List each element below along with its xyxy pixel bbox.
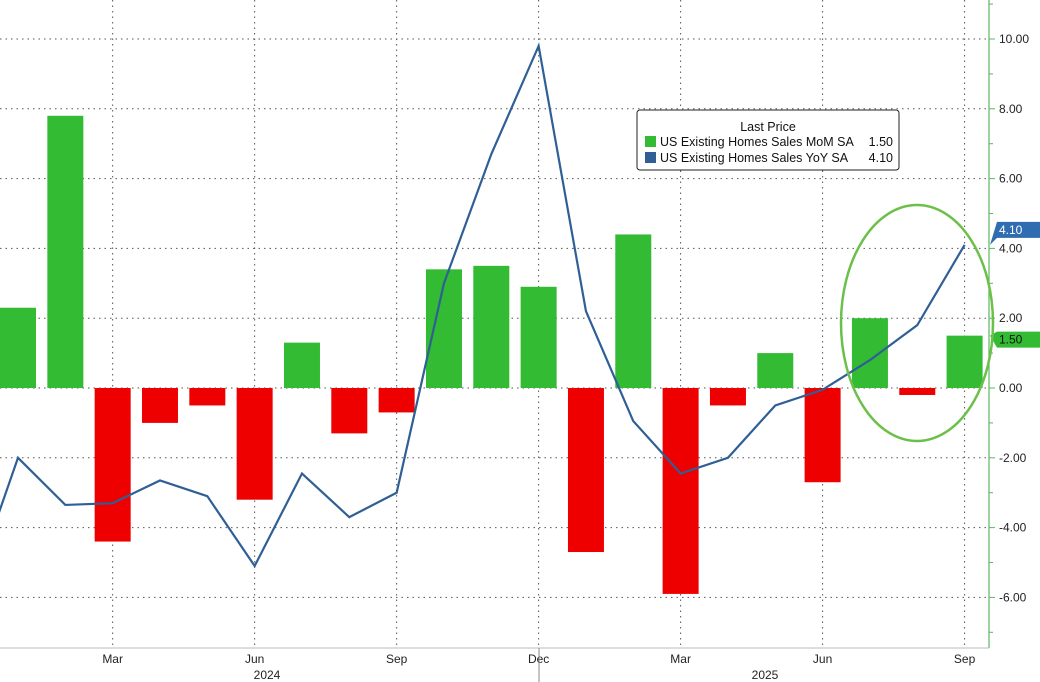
x-tick-label: Sep [386,652,408,666]
bar-2025-06 [804,388,841,483]
y-tick-label: -6.00 [999,590,1027,604]
legend: Last Price US Existing Homes Sales MoM S… [636,109,900,171]
highlight-ellipse [839,203,995,443]
bar-2024-09 [378,388,415,413]
y-tick-label: 4.00 [999,241,1023,255]
bar-2024-02 [47,115,84,388]
legend-value-mom: 1.50 [869,135,893,149]
bar-2024-04 [141,388,178,423]
bar-2024-05 [189,388,226,406]
legend-value-yoy: 4.10 [869,151,893,165]
bar-2025-07 [851,318,888,388]
bar-2024-10 [425,269,462,388]
y-axis: 10.00 8.00 6.00 4.00 2.00 0.00 -2.00 -4.00 -6.00… [988,0,1040,648]
bar-2025-05 [757,353,794,388]
last-value-label: 4.10 [999,223,1023,237]
x-tick-label: Mar [670,652,691,666]
last-value-tag: 4.10 [990,221,1040,245]
bar-2025-08 [899,388,936,395]
bar-2024-08 [331,388,368,434]
y-tick-label: -4.00 [999,521,1027,535]
bars [0,115,983,594]
bar-2024-03 [94,388,131,542]
bar-2024-06 [236,388,273,500]
last-value-label: 1.50 [999,333,1023,347]
bar-2024-12 [520,286,557,388]
x-tick-label: Jun [245,652,264,666]
y-tick-label: 6.00 [999,172,1023,186]
bar-2024-01 [0,307,36,388]
bar-2025-03 [662,388,699,594]
year-label: 2024 [254,668,281,682]
yoy-line [0,42,966,569]
last-value-tag: 1.50 [990,331,1040,348]
legend-title: Last Price [740,120,796,134]
y-tick-label: 0.00 [999,381,1023,395]
year-label: 2025 [752,668,779,682]
bar-2024-07 [283,342,320,388]
y-tick-label: -2.00 [999,451,1027,465]
legend-label-yoy: US Existing Homes Sales YoY SA [660,151,849,165]
bar-2025-01 [567,388,604,553]
x-tick-label: Mar [102,652,123,666]
x-tick-label: Jun [813,652,832,666]
bar-2025-04 [709,388,746,406]
legend-swatch-mom [645,136,656,147]
legend-label-mom: US Existing Homes Sales MoM SA [660,135,854,149]
y-tick-label: 8.00 [999,102,1023,116]
x-tick-label: Sep [954,652,976,666]
y-tick-label: 10.00 [999,32,1029,46]
legend-swatch-yoy [645,152,656,163]
bar-2025-02 [615,234,652,388]
y-tick-label: 2.00 [999,311,1023,325]
bar-2024-11 [473,265,510,388]
yoy-line-path [0,42,966,569]
bar-2025-09 [946,335,983,388]
